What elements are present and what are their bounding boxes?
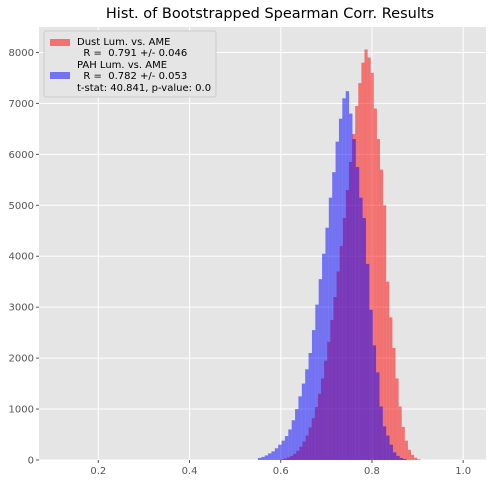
histogram-bar [352,139,356,460]
histogram-bar [342,98,346,460]
y-tick-label: 5000 [9,201,34,212]
legend-label-pah-r: R = 0.782 +/- 0.053 [77,71,187,82]
histogram-bar [308,353,312,460]
histogram-bar [398,406,402,460]
histogram-bar [399,457,404,460]
histogram-bar [288,429,292,460]
histogram-bar [345,91,350,460]
x-tick-label: 0.4 [182,466,198,477]
legend-label-tstat: t-stat: 40.841, p-value: 0.0 [77,83,211,94]
y-axis-ticks: 0 1000 2000 3000 4000 5000 6000 7000 8000 [9,48,39,467]
histogram-bar [261,456,265,460]
histogram-bar [315,304,319,460]
x-tick-label: 1.0 [455,466,471,477]
histogram-bar [404,440,408,460]
histogram-bar [369,309,373,460]
histogram-bar [376,372,380,460]
legend-label-pah: PAH Lum. vs. AME [77,60,167,71]
histogram-bar [362,218,366,460]
plot-area [39,27,486,460]
histogram-bar [332,172,336,460]
histogram-bar [305,369,309,460]
histogram-bar [364,49,368,460]
x-tick-label: 0.2 [90,466,106,477]
x-axis-ticks: 0.2 0.4 0.6 0.8 1.0 [90,460,471,477]
histogram-bar [322,253,326,460]
histogram-bar [382,426,387,460]
histogram-bar [379,406,383,460]
histogram-bar [295,409,299,460]
histogram-bar [291,420,296,460]
histogram-bar [389,317,393,460]
histogram-bar [407,449,412,460]
histogram-bar [379,169,384,460]
histogram-bar [298,396,302,460]
histogram-bar [301,383,306,460]
grid-lines [39,27,486,461]
histogram-bar [392,452,397,460]
y-tick-label: 6000 [9,150,34,161]
histogram-bar [386,281,390,460]
histogram-bar [257,457,262,460]
histogram-bar [417,459,421,460]
histogram-bar [338,118,343,460]
histogram-bar [401,426,405,460]
y-tick-label: 1000 [9,405,34,416]
histogram-bar [395,378,399,460]
legend-swatch-pah [50,72,70,79]
legend-swatch-dust [50,39,70,46]
histogram-bar [264,455,269,460]
y-tick-label: 7000 [9,99,34,110]
histogram-bar [414,457,418,460]
histogram-bar [373,108,377,460]
legend-label-dust: Dust Lum. vs. AME [77,37,170,48]
histogram-bar [392,347,396,460]
legend-label-dust-r: R = 0.791 +/- 0.046 [77,48,187,59]
histogram-bar [349,113,353,460]
histogram-bar [370,72,374,461]
histogram-bar [318,279,323,460]
histogram-bar [376,139,380,460]
histogram-bar [355,167,360,460]
histogram-bar [367,57,371,461]
histogram-bar [268,453,272,460]
legend: Dust Lum. vs. AME R = 0.791 +/- 0.046 PA… [43,30,217,98]
histogram-bar [311,330,316,460]
y-tick-label: 3000 [9,303,34,314]
histogram-bar [328,197,333,460]
histogram-bar [386,435,390,460]
histogram-bar [372,345,377,460]
x-tick-label: 0.6 [273,466,289,477]
x-tick-label: 0.8 [364,466,380,477]
histogram-bar [335,141,339,460]
y-tick-label: 4000 [9,252,34,263]
histogram-bar [281,440,285,460]
histogram-bar [403,458,407,460]
y-tick-label: 8000 [9,48,34,59]
histogram-bar [278,444,282,460]
histogram-bar [365,263,370,460]
y-tick-label: 0 [28,456,34,467]
chart-title: Hist. of Bootstrapped Spearman Corr. Res… [106,6,434,22]
histogram-bar [396,455,400,460]
histogram-bar [389,444,393,460]
histogram-bar [325,227,329,460]
histogram-bar [359,197,363,460]
y-tick-label: 2000 [9,354,34,365]
histogram-bar [284,436,289,460]
pah-histogram-bars [257,91,407,460]
histogram-bar [411,454,415,460]
histogram-bar [271,451,275,460]
histogram-bar [383,205,387,460]
histogram-bar [274,448,279,460]
legend-box [43,30,217,98]
